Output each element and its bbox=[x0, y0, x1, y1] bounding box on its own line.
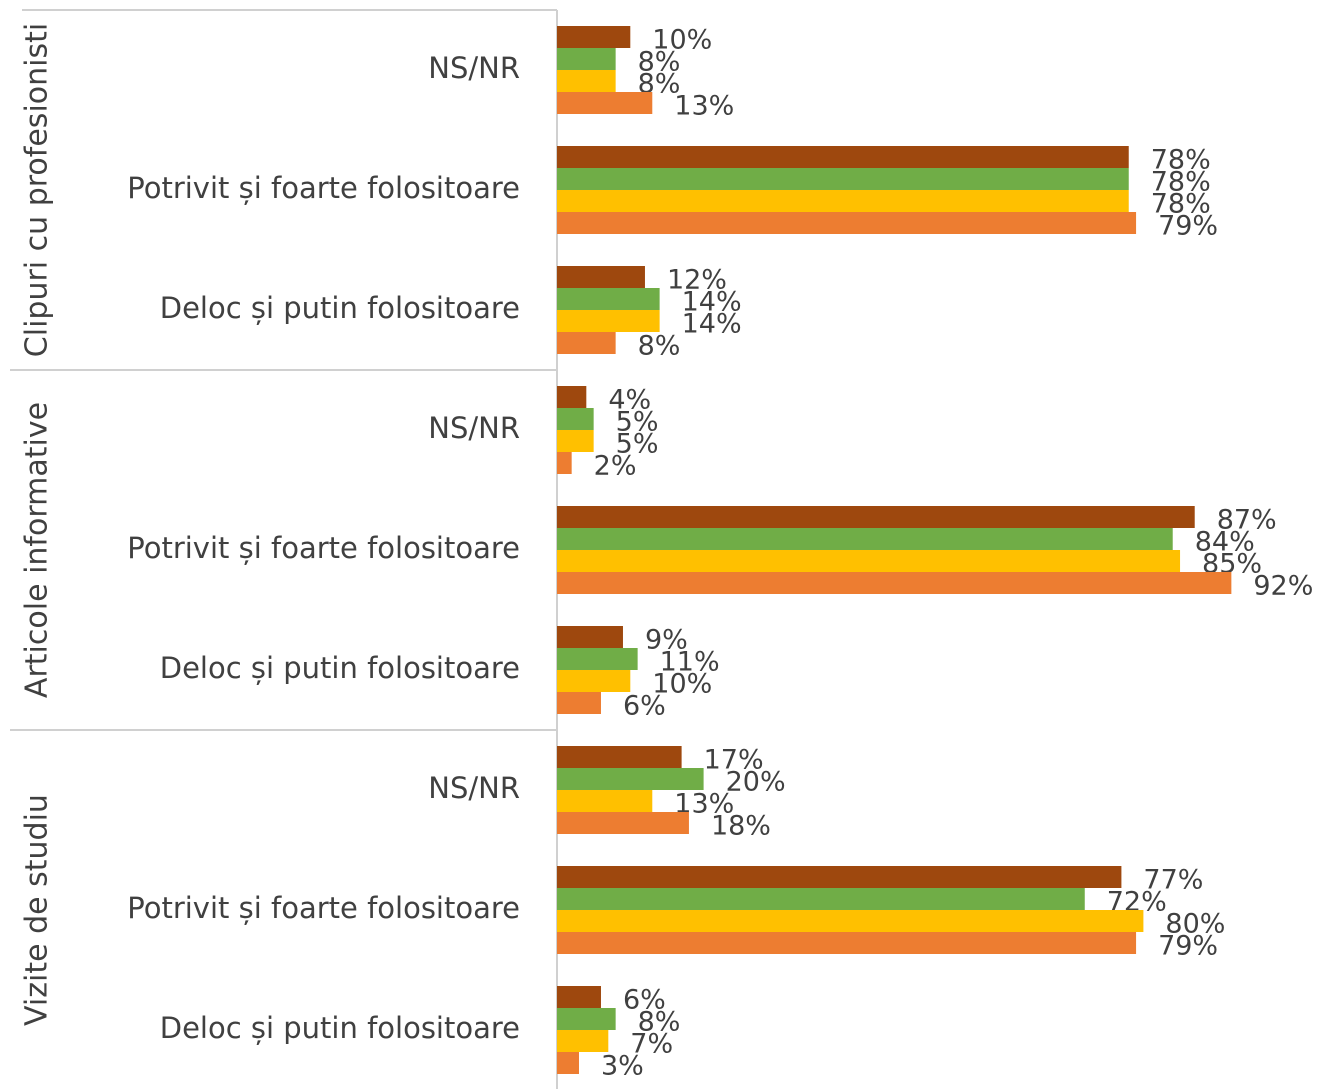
category-label: NS/NR bbox=[428, 51, 520, 85]
bar bbox=[557, 692, 601, 714]
value-label: 6% bbox=[623, 985, 666, 1016]
bar bbox=[557, 70, 616, 92]
group-label: Clipuri cu profesionisti bbox=[20, 23, 55, 357]
value-label: 80% bbox=[1165, 909, 1225, 940]
bar bbox=[557, 572, 1232, 594]
category-label: NS/NR bbox=[428, 411, 520, 445]
category-label: Deloc și putin folositoare bbox=[160, 1011, 520, 1045]
bar bbox=[557, 812, 689, 834]
bar bbox=[557, 1030, 609, 1052]
value-label: 12% bbox=[667, 265, 727, 296]
bar bbox=[557, 332, 616, 354]
value-label: 5% bbox=[616, 407, 659, 438]
category-label: NS/NR bbox=[428, 771, 520, 805]
value-label: 13% bbox=[674, 91, 734, 122]
group-label: Vizite de studiu bbox=[20, 794, 55, 1026]
bar bbox=[557, 168, 1129, 190]
bar bbox=[557, 386, 587, 408]
value-label: 6% bbox=[623, 691, 666, 722]
bar bbox=[557, 768, 704, 790]
value-label: 10% bbox=[652, 25, 712, 56]
bar bbox=[557, 146, 1129, 168]
bar bbox=[557, 866, 1122, 888]
category-label: Deloc și putin folositoare bbox=[160, 291, 520, 325]
value-label: 14% bbox=[682, 309, 742, 340]
bar bbox=[557, 26, 631, 48]
bar bbox=[557, 986, 601, 1008]
bar bbox=[557, 92, 653, 114]
value-label: 3% bbox=[601, 1051, 644, 1082]
bar bbox=[557, 506, 1195, 528]
value-label: 9% bbox=[645, 625, 688, 656]
bar bbox=[557, 648, 638, 670]
value-label: 18% bbox=[711, 811, 771, 842]
value-label: 17% bbox=[704, 745, 764, 776]
value-label: 78% bbox=[1151, 145, 1211, 176]
category-label: Potrivit și foarte folositoare bbox=[127, 531, 520, 565]
value-label: 84% bbox=[1195, 527, 1255, 558]
bar bbox=[557, 932, 1137, 954]
value-label: 10% bbox=[652, 669, 712, 700]
category-label: Potrivit și foarte folositoare bbox=[127, 891, 520, 925]
bar bbox=[557, 212, 1137, 234]
value-label: 78% bbox=[1151, 167, 1211, 198]
bar bbox=[557, 452, 572, 474]
value-label: 8% bbox=[638, 47, 681, 78]
group-label: Articole informative bbox=[20, 402, 55, 698]
value-label: 92% bbox=[1253, 571, 1313, 602]
value-label: 79% bbox=[1158, 211, 1218, 242]
value-label: 79% bbox=[1158, 931, 1218, 962]
bar bbox=[557, 626, 623, 648]
bar bbox=[557, 310, 660, 332]
value-label: 2% bbox=[594, 451, 637, 482]
value-label: 14% bbox=[682, 287, 742, 318]
bar bbox=[557, 670, 631, 692]
value-label: 77% bbox=[1143, 865, 1203, 896]
bar bbox=[557, 408, 594, 430]
value-label: 8% bbox=[638, 331, 681, 362]
value-label: 4% bbox=[608, 385, 651, 416]
value-label: 5% bbox=[616, 429, 659, 460]
bar bbox=[557, 888, 1085, 910]
value-label: 11% bbox=[660, 647, 720, 678]
category-label: Deloc și putin folositoare bbox=[160, 651, 520, 685]
bar bbox=[557, 1008, 616, 1030]
value-label: 78% bbox=[1151, 189, 1211, 220]
bar bbox=[557, 430, 594, 452]
bar bbox=[557, 266, 645, 288]
category-label: Potrivit și foarte folositoare bbox=[127, 171, 520, 205]
bar bbox=[557, 190, 1129, 212]
bar bbox=[557, 550, 1181, 572]
bar bbox=[557, 746, 682, 768]
value-label: 20% bbox=[726, 767, 786, 798]
bar bbox=[557, 1052, 579, 1074]
bar bbox=[557, 910, 1144, 932]
value-label: 7% bbox=[630, 1029, 673, 1060]
bar bbox=[557, 48, 616, 70]
value-label: 87% bbox=[1217, 505, 1277, 536]
bar bbox=[557, 790, 653, 812]
bar bbox=[557, 288, 660, 310]
value-label: 8% bbox=[638, 1007, 681, 1038]
bar bbox=[557, 528, 1173, 550]
